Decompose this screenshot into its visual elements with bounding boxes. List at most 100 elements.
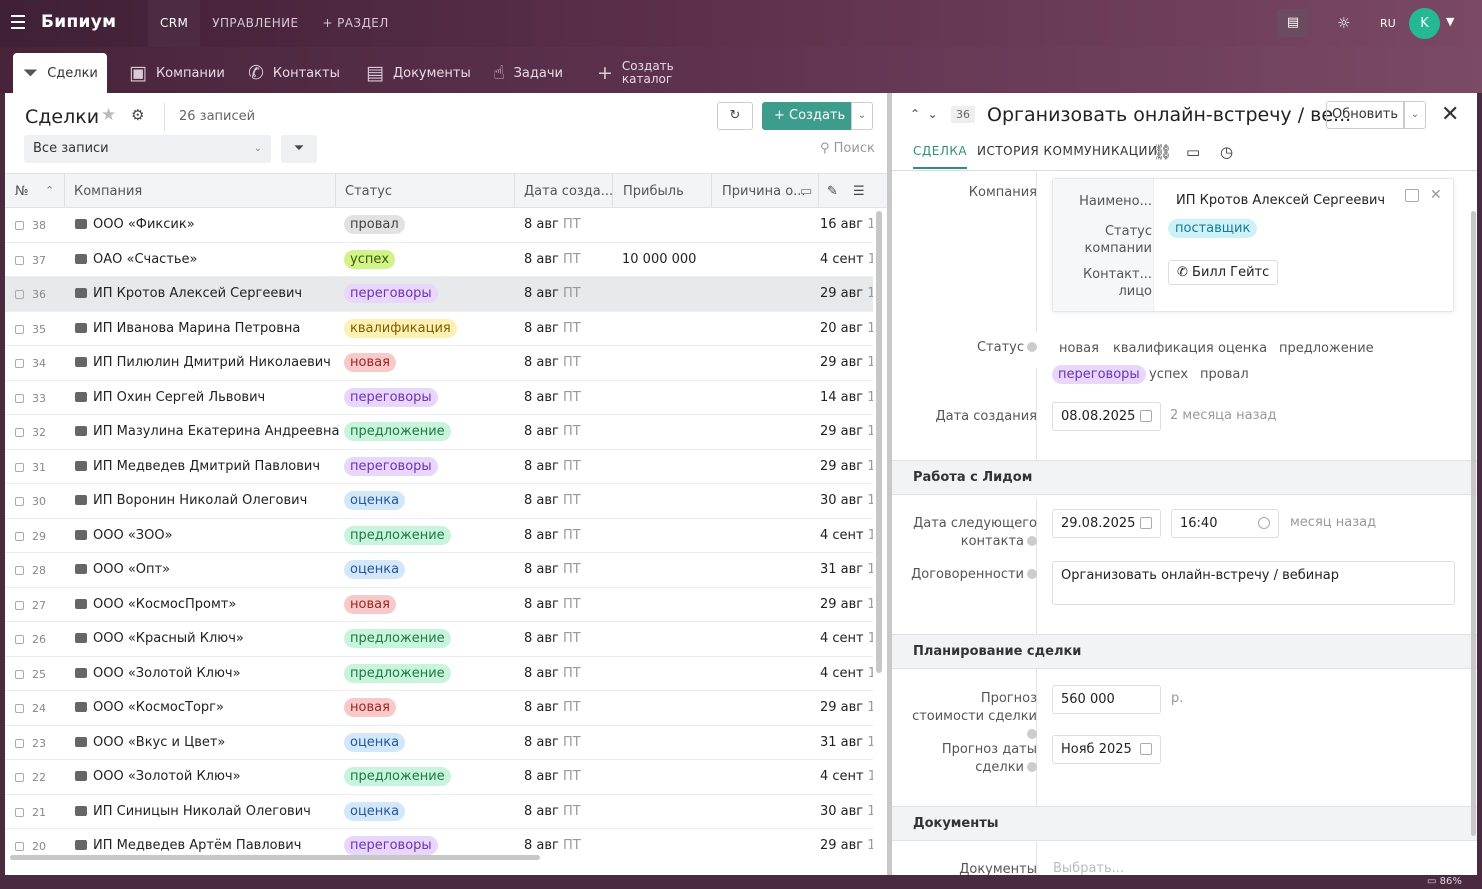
- list-settings-icon[interactable]: ☰: [853, 184, 865, 199]
- row-company[interactable]: ОАО «Счастье»: [75, 252, 198, 267]
- row-company[interactable]: ИП Синицын Николай Олегович: [75, 804, 311, 819]
- row-checkbox-icon[interactable]: [15, 255, 24, 265]
- module-tab-contacts[interactable]: ✆ Контакты: [248, 53, 340, 93]
- row-checkbox-icon[interactable]: [15, 462, 24, 472]
- refresh-button[interactable]: ↻: [717, 102, 753, 130]
- vertical-scrollbar[interactable]: [876, 211, 882, 673]
- history-icon[interactable]: ◷: [1220, 143, 1234, 161]
- row-checkbox-icon[interactable]: [15, 359, 24, 368]
- row-company[interactable]: ИП Пилюлин Дмитрий Николаевич: [75, 355, 331, 370]
- app-logo[interactable]: Бипиум: [41, 12, 117, 32]
- table-row[interactable]: 38 ООО «Фиксик» провал 8 авг ПТ 16 авг 16: [5, 208, 873, 243]
- agreements-textarea[interactable]: Организовать онлайн-встречу / вебинар: [1052, 561, 1455, 605]
- tab-deal[interactable]: СДЕЛКА: [913, 144, 968, 169]
- row-company[interactable]: ООО «Красный Ключ»: [75, 631, 244, 646]
- col-profit[interactable]: Прибыль: [623, 184, 684, 199]
- horizontal-scrollbar[interactable]: [10, 855, 540, 860]
- row-checkbox-icon[interactable]: [15, 531, 24, 541]
- row-company[interactable]: ООО «Опт»: [75, 562, 170, 577]
- edit-column-icon[interactable]: ✎: [827, 184, 838, 199]
- chevron-down-icon[interactable]: ▼: [1446, 15, 1455, 28]
- panel-splitter[interactable]: [887, 93, 892, 875]
- next-contact-time-input[interactable]: 16:40: [1171, 509, 1279, 538]
- col-number[interactable]: №: [15, 184, 29, 199]
- record-nav-arrows[interactable]: ⌃ ⌄: [910, 107, 938, 121]
- table-row[interactable]: 30 ИП Воронин Николай Олегович оценка 8 авг…: [5, 484, 873, 519]
- row-company[interactable]: ИП Иванова Марина Петровна: [75, 321, 300, 336]
- vertical-scrollbar[interactable]: [1471, 211, 1476, 836]
- module-tab-create-catalog[interactable]: + Создать каталог: [597, 53, 674, 93]
- open-card-icon[interactable]: [1405, 189, 1419, 202]
- row-checkbox-icon[interactable]: [15, 290, 24, 299]
- chat-icon[interactable]: ▤: [1277, 9, 1309, 37]
- section-deal-planning[interactable]: Планирование сделки: [892, 634, 1477, 669]
- table-row[interactable]: 20 ИП Медведев Артём Павлович переговоры 8 …: [5, 829, 873, 855]
- created-date-input[interactable]: 08.08.2025: [1052, 402, 1161, 431]
- contact-chip[interactable]: ✆ Билл Гейтс: [1168, 260, 1279, 285]
- row-company[interactable]: ООО «ЗОО»: [75, 528, 173, 543]
- status-option-fail[interactable]: провал: [1200, 367, 1249, 382]
- table-row[interactable]: 24 ООО «КосмосТорг» новая 8 авг ПТ 29 авг 16: [5, 691, 873, 726]
- row-checkbox-icon[interactable]: [15, 393, 24, 403]
- module-tab-companies[interactable]: ▣ Компании: [129, 53, 225, 93]
- module-tab-deals[interactable]: ⏷ Сделки: [13, 53, 107, 93]
- forecast-cost-input[interactable]: 560 000: [1052, 685, 1161, 714]
- table-row[interactable]: 31 ИП Медведев Дмитрий Павлович переговоры…: [5, 450, 873, 484]
- next-contact-date-input[interactable]: 29.08.2025: [1052, 509, 1161, 538]
- table-row[interactable]: 33 ИП Охин Сергей Львович переговоры 8 авг …: [5, 381, 873, 415]
- section-lead-work[interactable]: Работа с Лидом: [892, 460, 1477, 495]
- documents-select[interactable]: Выбрать...: [1053, 861, 1125, 875]
- row-company[interactable]: ООО «Вкус и Цвет»: [75, 735, 225, 750]
- chat-icon[interactable]: ▭: [1186, 143, 1201, 161]
- table-row[interactable]: 26 ООО «Красный Ключ» предложение 8 авг ПТ 4…: [5, 622, 873, 657]
- row-company[interactable]: ИП Воронин Николай Олегович: [75, 493, 307, 508]
- row-company[interactable]: ООО «Золотой Ключ»: [75, 769, 241, 784]
- status-option-new[interactable]: новая: [1059, 341, 1099, 356]
- update-dropdown-button[interactable]: ⌄: [1404, 101, 1426, 129]
- table-row[interactable]: 22 ООО «Золотой Ключ» предложение 8 авг ПТ 4…: [5, 760, 873, 795]
- row-company[interactable]: ООО «Фиксик»: [75, 217, 195, 232]
- row-checkbox-icon[interactable]: [15, 635, 24, 644]
- row-company[interactable]: ИП Медведев Дмитрий Павлович: [75, 459, 320, 474]
- status-option-proposal[interactable]: предложение: [1279, 341, 1374, 356]
- close-icon[interactable]: ✕: [1441, 102, 1460, 127]
- gear-icon[interactable]: ⚙: [131, 106, 145, 124]
- bulb-icon[interactable]: ☼: [1337, 14, 1351, 32]
- create-dropdown-button[interactable]: ⌄: [851, 102, 873, 130]
- topnav-crm[interactable]: CRM: [148, 0, 201, 47]
- row-checkbox-icon[interactable]: [15, 704, 24, 713]
- create-button[interactable]: + Создать: [762, 102, 851, 130]
- close-icon[interactable]: ✕: [1430, 187, 1442, 203]
- row-company[interactable]: ИП Медведев Артём Павлович: [75, 838, 301, 853]
- table-row[interactable]: 28 ООО «Опт» оценка 8 авг ПТ 31 авг 16: [5, 553, 873, 588]
- row-checkbox-icon[interactable]: [15, 773, 24, 782]
- row-checkbox-icon[interactable]: [15, 566, 24, 575]
- row-company[interactable]: ООО «Золотой Ключ»: [75, 666, 241, 681]
- table-row[interactable]: 34 ИП Пилюлин Дмитрий Николаевич новая 8 ав…: [5, 346, 873, 381]
- link-icon[interactable]: ⛓: [1153, 143, 1173, 161]
- table-row[interactable]: 21 ИП Синицын Николай Олегович оценка 8 авг…: [5, 795, 873, 829]
- table-row[interactable]: 23 ООО «Вкус и Цвет» оценка 8 авг ПТ 31 авг …: [5, 726, 873, 760]
- row-company[interactable]: ИП Кротов Алексей Сергеевич: [75, 286, 302, 301]
- topnav-add-section[interactable]: + РАЗДЕЛ: [322, 16, 389, 30]
- col-company[interactable]: Компания: [74, 184, 143, 199]
- topnav-management[interactable]: УПРАВЛЕНИЕ: [212, 16, 299, 30]
- row-company[interactable]: ООО «КосмосТорг»: [75, 700, 224, 715]
- row-company[interactable]: ИП Охин Сергей Львович: [75, 390, 265, 405]
- row-company[interactable]: ООО «КосмосПромт»: [75, 597, 236, 612]
- row-checkbox-icon[interactable]: [15, 842, 24, 851]
- row-checkbox-icon[interactable]: [15, 738, 24, 748]
- forecast-date-input[interactable]: Нояб 2025: [1052, 735, 1161, 764]
- row-checkbox-icon[interactable]: [15, 324, 24, 334]
- status-option-negotiation[interactable]: переговоры: [1052, 365, 1146, 384]
- table-row[interactable]: 25 ООО «Золотой Ключ» предложение 8 авг ПТ 4…: [5, 657, 873, 691]
- comment-icon[interactable]: ▭: [800, 184, 813, 199]
- row-checkbox-icon[interactable]: [15, 428, 24, 437]
- avatar[interactable]: K: [1409, 8, 1440, 39]
- table-row[interactable]: 36 ИП Кротов Алексей Сергеевич переговоры 8…: [5, 277, 873, 312]
- table-row[interactable]: 29 ООО «ЗОО» предложение 8 авг ПТ 4 сент 16: [5, 519, 873, 553]
- row-company[interactable]: ИП Мазулина Екатерина Андреевна: [75, 424, 339, 439]
- table-row[interactable]: 27 ООО «КосмосПромт» новая 8 авг ПТ 29 авг 1…: [5, 588, 873, 622]
- search-input[interactable]: ⚲ Поиск: [820, 141, 875, 156]
- status-option-qualification[interactable]: квалификация: [1113, 341, 1214, 356]
